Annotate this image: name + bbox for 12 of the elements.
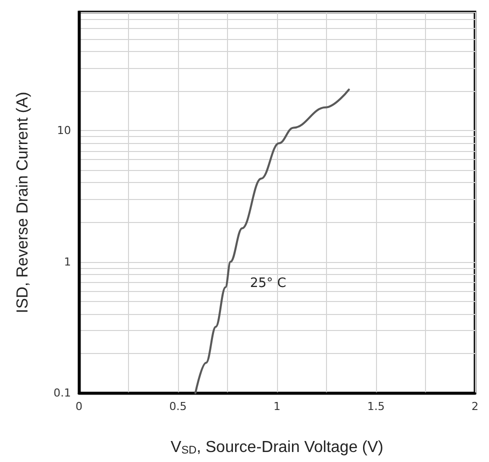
x-tick-label: 0.5 (169, 400, 187, 413)
x-tick-label: 2 (472, 400, 478, 413)
y-tick-label: 10 (57, 124, 71, 138)
x-tick-label: 0 (76, 400, 82, 413)
y-axis-title: ISD, Reverse Drain Current (A) (14, 92, 32, 314)
y-tick-label: 0.1 (54, 386, 71, 400)
x-tick-label: 1 (274, 400, 280, 413)
x-axis-title: VSD, Source-Drain Voltage (V) (170, 439, 384, 456)
y-tick-label: 1 (64, 255, 71, 268)
line-series (194, 88, 350, 394)
x-tick-label: 1.5 (367, 400, 385, 413)
annotation: 25° C (250, 276, 286, 291)
